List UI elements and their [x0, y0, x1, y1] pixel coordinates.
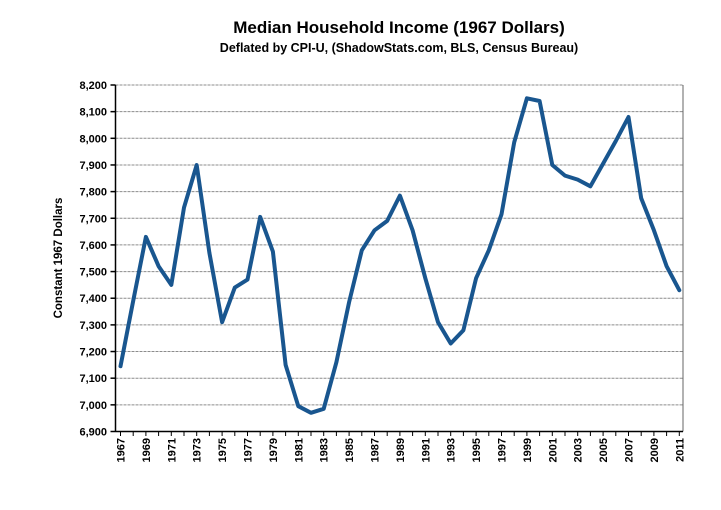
- y-tick-label: 8,100: [79, 107, 107, 119]
- y-tick-label: 7,900: [79, 160, 107, 172]
- x-tick-label: 1991: [420, 438, 432, 462]
- y-tick-label: 6,900: [79, 427, 107, 439]
- x-tick-label: 1995: [471, 438, 483, 462]
- x-tick-label: 2011: [674, 438, 686, 462]
- x-tick-label: 1977: [243, 438, 255, 462]
- x-tick-label: 1997: [497, 438, 509, 462]
- x-tick-label: 1979: [268, 438, 280, 462]
- x-tick-label: 1985: [344, 438, 356, 462]
- x-tick-label: 2001: [547, 438, 559, 462]
- x-tick-label: 1987: [370, 438, 382, 462]
- x-tick-label: 1967: [116, 438, 128, 462]
- income-line-series: [118, 96, 682, 415]
- x-tick-label: 2003: [573, 438, 585, 462]
- x-tick-marks: [120, 431, 680, 436]
- gridlines: [115, 84, 683, 406]
- y-tick-label: 7,000: [79, 400, 107, 412]
- y-tick-label: 7,800: [79, 187, 107, 199]
- x-tick-label: 1999: [522, 438, 534, 462]
- x-tick-label: 1983: [319, 438, 331, 462]
- chart-title: Median Household Income (1967 Dollars): [233, 18, 565, 37]
- x-tick-labels: 1967 1969 1971 1973 1975 1977 1979 1981 1983 1985…: [116, 438, 687, 462]
- y-tick-marks: [110, 84, 116, 433]
- y-tick-label: 8,200: [79, 80, 107, 92]
- x-tick-label: 1969: [141, 438, 153, 462]
- x-tick-label: 1975: [217, 438, 229, 462]
- y-tick-label: 7,100: [79, 373, 107, 385]
- y-axis-title: Constant 1967 Dollars: [53, 198, 65, 319]
- y-tick-label: 7,700: [79, 213, 107, 225]
- y-tick-labels: 6,900 7,000 7,100 7,200 7,300 7,400 7,500 7,600…: [79, 80, 107, 439]
- x-tick-label: 1973: [192, 438, 204, 462]
- x-tick-label: 1981: [293, 438, 305, 462]
- x-tick-label: 1989: [395, 438, 407, 462]
- x-tick-label: 2007: [624, 438, 636, 462]
- y-tick-label: 7,500: [79, 267, 107, 279]
- axes: [114, 85, 683, 433]
- chart-subtitle: Deflated by CPI-U, (ShadowStats.com, BLS…: [220, 41, 578, 55]
- x-tick-label: 2009: [649, 438, 661, 462]
- y-tick-label: 7,600: [79, 240, 107, 252]
- y-tick-label: 7,400: [79, 293, 107, 305]
- y-tick-label: 7,300: [79, 320, 107, 332]
- y-tick-label: 8,000: [79, 133, 107, 145]
- x-tick-label: 1971: [166, 438, 178, 462]
- y-tick-label: 7,200: [79, 347, 107, 359]
- x-tick-label: 1993: [446, 438, 458, 462]
- income-line: [118, 96, 682, 415]
- x-tick-label: 2005: [598, 438, 610, 462]
